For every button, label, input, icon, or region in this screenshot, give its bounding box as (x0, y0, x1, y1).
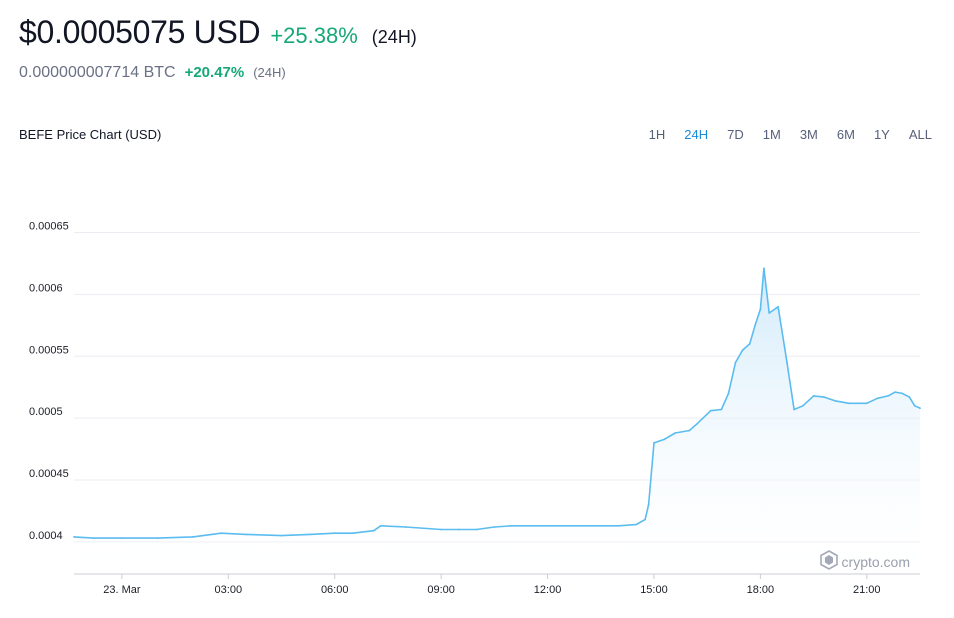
btc-price-row: 0.000000007714 BTC +20.47% (24H) (19, 64, 286, 82)
price-data-point (768, 312, 771, 314)
price-data-point (748, 343, 751, 345)
price-data-point (404, 526, 407, 528)
x-tick-label: 18:00 (747, 584, 775, 596)
price-data-point (734, 361, 737, 364)
range-tab-3m[interactable]: 3M (799, 127, 818, 142)
price-data-point (865, 402, 868, 405)
range-tab-1h[interactable]: 1H (648, 127, 666, 142)
price-data-point (793, 408, 795, 411)
price-data-point (333, 532, 336, 535)
price-data-point (644, 518, 646, 521)
x-tick-label: 23. Mar (103, 584, 141, 596)
price-data-point (802, 404, 804, 407)
price-data-point (674, 432, 677, 434)
y-tick-label: 0.00065 (29, 221, 69, 233)
price-data-point (647, 503, 650, 506)
range-tab-6m[interactable]: 6M (836, 127, 855, 142)
x-tick-label: 03:00 (215, 584, 243, 596)
price-data-point (511, 524, 513, 527)
x-tick-label: 12:00 (534, 584, 562, 596)
price-data-point (894, 391, 897, 393)
price-data-point (309, 533, 311, 536)
price-data-point (372, 529, 375, 532)
price-data-point (493, 526, 496, 528)
price-data-point (92, 537, 95, 539)
price-data-point (812, 395, 815, 397)
y-tick-label: 0.0006 (29, 282, 63, 294)
btc-price-change: +20.47% (184, 64, 245, 81)
usd-price-change: +25.38% (270, 23, 358, 48)
crypto-com-watermark: crypto.com (819, 550, 910, 573)
price-data-point (727, 392, 730, 395)
x-tick-label: 09:00 (427, 584, 455, 596)
usd-price: $0.0005075 USD (19, 14, 261, 50)
price-data-point (220, 532, 223, 535)
price-data-point (720, 408, 723, 411)
price-data-point (653, 442, 655, 444)
x-tick-label: 21:00 (853, 584, 881, 596)
price-data-point (786, 361, 788, 364)
price-data-point (908, 396, 911, 398)
price-data-point (834, 399, 836, 402)
range-tab-all[interactable]: ALL (908, 127, 932, 142)
btc-change-period: (24H) (253, 65, 286, 80)
y-tick-label: 0.00055 (29, 344, 69, 356)
price-series-line (73, 267, 921, 539)
price-data-point (688, 429, 691, 432)
price-data-point (280, 534, 283, 537)
price-data-point (191, 536, 194, 538)
btc-price: 0.000000007714 BTC (19, 64, 176, 81)
range-tab-1y[interactable]: 1Y (873, 127, 890, 142)
price-data-point (901, 392, 904, 395)
usd-change-period: (24H) (371, 27, 417, 47)
time-range-tabs: 1H 24H 7D 1M 3M 6M 1Y ALL (630, 127, 932, 142)
range-tab-7d[interactable]: 7D (727, 127, 744, 142)
price-data-point (848, 402, 850, 405)
price-data-point (475, 528, 478, 531)
price-data-point (777, 305, 779, 308)
price-data-point (913, 404, 916, 407)
price-data-point (919, 407, 921, 410)
crypto-com-logo-icon (819, 550, 838, 573)
price-data-point (876, 397, 879, 400)
y-tick-label: 0.0004 (29, 530, 63, 542)
price-data-point (763, 267, 765, 270)
price-data-point (741, 349, 744, 351)
price-data-point (617, 524, 620, 527)
price-data-point (582, 524, 584, 527)
x-tick-label: 15:00 (640, 584, 668, 596)
price-data-point (121, 537, 123, 539)
chart-title: BEFE Price Chart (USD) (19, 127, 162, 142)
y-tick-label: 0.00045 (29, 468, 69, 480)
price-data-point (458, 528, 460, 531)
price-data-point (379, 524, 382, 527)
range-tab-1m[interactable]: 1M (762, 127, 781, 142)
price-data-point (635, 523, 638, 526)
price-header: $0.0005075 USD +25.38% (24H) (19, 14, 417, 51)
price-data-point (546, 524, 549, 527)
price-data-point (754, 324, 756, 327)
price-data-point (709, 409, 712, 412)
price-data-point (73, 536, 75, 538)
y-tick-label: 0.0005 (29, 406, 63, 418)
price-data-point (245, 533, 247, 536)
range-tab-24h[interactable]: 24H (684, 127, 709, 142)
price-data-point (351, 532, 354, 535)
price-data-point (156, 537, 159, 539)
price-data-point (695, 423, 698, 426)
price-data-point (887, 395, 889, 397)
price-data-point (823, 396, 826, 398)
price-data-point (663, 438, 666, 441)
watermark-text: crypto.com (841, 553, 910, 570)
x-tick-label: 06:00 (321, 584, 349, 596)
price-area-fill (74, 268, 920, 574)
price-data-point (440, 528, 442, 531)
price-data-point (759, 308, 762, 311)
